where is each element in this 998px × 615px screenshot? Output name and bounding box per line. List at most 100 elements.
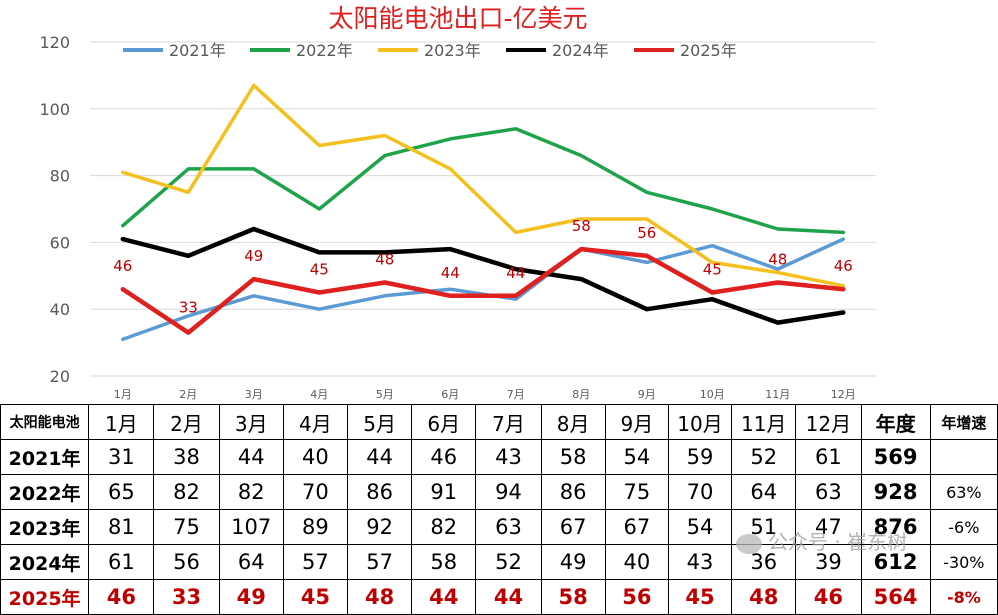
value-cell: 63 (475, 509, 542, 545)
growth-rate-cell: 63% (929, 474, 998, 510)
value-cell: 89 (282, 509, 349, 545)
value-cell: 61 (795, 439, 862, 475)
x-tick-label: 5月 (376, 388, 394, 401)
value-cell: 43 (667, 544, 733, 580)
value-cell: 38 (153, 439, 220, 475)
total-header-cell: 年度 (860, 404, 931, 440)
data-label: 46 (113, 257, 132, 275)
value-cell: 82 (218, 474, 284, 510)
value-cell: 64 (218, 544, 284, 580)
value-cell: 44 (218, 439, 284, 475)
value-cell: 54 (667, 509, 733, 545)
year-label-cell: 2023年 (0, 509, 90, 545)
month-header-cell: 11月 (731, 404, 797, 440)
value-cell: 67 (540, 509, 606, 545)
table-row: 2021年 31 38 44 40 44 46 43 58 54 59 52 61 569 (0, 439, 998, 475)
x-tick-label: 2月 (179, 388, 197, 401)
value-cell: 46 (411, 439, 477, 475)
value-cell: 45 (667, 579, 733, 615)
value-cell: 94 (475, 474, 542, 510)
value-cell: 107 (218, 509, 284, 545)
x-tick-label: 4月 (310, 388, 328, 401)
value-cell: 45 (282, 579, 349, 615)
series-line-4 (120, 246, 846, 335)
value-cell: 58 (411, 544, 477, 580)
value-cell: 75 (604, 474, 669, 510)
data-label: 49 (244, 247, 263, 265)
value-cell: 39 (795, 544, 862, 580)
value-cell: 58 (540, 439, 606, 475)
data-label: 56 (637, 224, 656, 242)
growth-rate-cell: -8% (929, 579, 998, 615)
table-corner-cell: 太阳能电池 (0, 404, 90, 440)
year-label-cell: 2021年 (0, 439, 90, 475)
y-tick-label: 40 (50, 300, 70, 319)
legend-label: 2023年 (424, 41, 481, 60)
value-cell: 46 (88, 579, 155, 615)
value-cell: 56 (604, 579, 669, 615)
table-row: 2024年 61 56 64 57 57 58 52 49 40 43 36 39 612 -30% (0, 544, 998, 580)
month-header-cell: 4月 (282, 404, 349, 440)
value-cell: 86 (346, 474, 413, 510)
chart-area: 20 40 60 80 100 120 1月 2月 3月 4月 5月 6月 7月 8月 9月 10月 11月 12… (39, 4, 876, 401)
value-cell: 57 (282, 544, 349, 580)
value-cell: 48 (346, 579, 413, 615)
table-row: 2025年 46 33 49 45 48 44 44 58 56 45 48 46 564 -8% (0, 579, 998, 615)
value-cell: 48 (731, 579, 797, 615)
month-header-cell: 7月 (475, 404, 542, 440)
y-tick-label: 20 (50, 367, 70, 386)
data-table: 太阳能电池 1月 2月 3月 4月 5月 6月 7月 8月 9月 10月 11月 12月 年度 年增速 202… (0, 404, 998, 615)
value-cell: 58 (540, 579, 606, 615)
data-label: 48 (768, 250, 787, 268)
value-cell: 65 (88, 474, 155, 510)
x-tick-label: 3月 (245, 388, 263, 401)
value-cell: 82 (153, 474, 220, 510)
annual-total-cell: 876 (860, 509, 931, 545)
month-header-cell: 6月 (411, 404, 477, 440)
value-cell: 40 (282, 439, 349, 475)
value-cell: 44 (411, 579, 477, 615)
table-row: 2022年 65 82 82 70 86 91 94 86 75 70 64 63 928 63% (0, 474, 998, 510)
value-cell: 36 (731, 544, 797, 580)
month-header-cell: 10月 (667, 404, 733, 440)
month-header-cell: 12月 (795, 404, 862, 440)
value-cell: 59 (667, 439, 733, 475)
value-cell: 52 (475, 544, 542, 580)
x-tick-label: 9月 (638, 388, 656, 401)
year-label-cell: 2025年 (0, 579, 90, 615)
data-label: 33 (179, 299, 198, 317)
legend-label: 2025年 (680, 41, 737, 60)
value-cell: 61 (88, 544, 155, 580)
y-tick-label: 80 (50, 167, 70, 186)
data-label: 45 (703, 261, 722, 279)
month-header-cell: 2月 (153, 404, 220, 440)
year-label-cell: 2022年 (0, 474, 90, 510)
value-cell: 46 (795, 579, 862, 615)
legend-label: 2022年 (296, 41, 353, 60)
chart-title: 太阳能电池出口-亿美元 (328, 4, 587, 33)
table-row: 2023年 81 75 107 89 92 82 63 67 67 54 51 47 876 -6% (0, 509, 998, 545)
year-label-cell: 2024年 (0, 544, 90, 580)
data-label: 46 (834, 257, 853, 275)
value-cell: 49 (540, 544, 606, 580)
growth-rate-cell (929, 439, 998, 475)
x-tick-label: 1月 (114, 388, 132, 401)
value-cell: 57 (346, 544, 413, 580)
value-cell: 91 (411, 474, 477, 510)
x-tick-label: 7月 (507, 388, 525, 401)
data-label: 58 (572, 217, 591, 235)
data-label: 48 (375, 250, 394, 268)
month-header-cell: 1月 (88, 404, 155, 440)
value-cell: 43 (475, 439, 542, 475)
x-tick-label: 8月 (572, 388, 590, 401)
annual-total-cell: 928 (860, 474, 931, 510)
value-cell: 47 (795, 509, 862, 545)
data-label: 44 (441, 264, 460, 282)
value-cell: 67 (604, 509, 669, 545)
legend-label: 2024年 (552, 41, 609, 60)
data-label: 45 (310, 261, 329, 279)
value-cell: 31 (88, 439, 155, 475)
line-chart: 20 40 60 80 100 120 1月 2月 3月 4月 5月 6月 7月 8月 9月 10月 11月 12… (39, 4, 876, 401)
series-line-2 (121, 83, 846, 288)
value-cell: 70 (282, 474, 349, 510)
